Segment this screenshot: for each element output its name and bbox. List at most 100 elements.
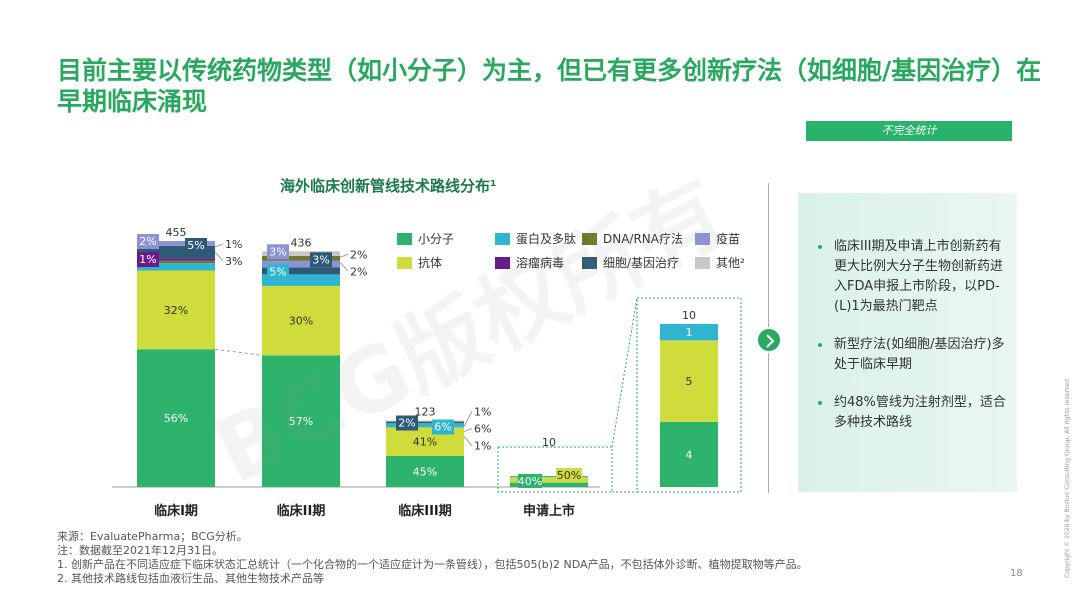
bar-segment	[510, 482, 588, 487]
data-label: 6%	[434, 420, 451, 433]
legend-label: 疫苗	[716, 232, 741, 246]
side-label: 1%	[225, 238, 242, 251]
callout-box	[137, 252, 159, 267]
callout-box	[556, 468, 582, 482]
bar-segment	[262, 274, 340, 286]
source-note: 来源：EvaluatePharma；BCG分析。	[57, 530, 248, 543]
data-label: 50%	[557, 469, 581, 482]
data-label: 5	[686, 375, 693, 388]
data-label: 4	[686, 448, 693, 461]
side-label: 6%	[474, 422, 491, 435]
callout-box	[267, 264, 289, 280]
insights-panel: 临床III期及申请上市创新药有更大比例大分子生物创新药进入FDA申报上市阶段，以…	[798, 193, 1017, 492]
total-label: 455	[166, 226, 187, 239]
legend-swatch	[397, 257, 412, 269]
legend-label: 细胞/基因治疗	[603, 256, 680, 270]
footnote-1: 1. 创新产品在不同适应症下临床状态汇总统计（一个化合物的一个适应症计为一条管线…	[57, 558, 808, 571]
callout-box	[137, 234, 159, 249]
callout-box	[518, 474, 542, 488]
copyright: Copyright © 2020 by Boston Consulting Gr…	[1064, 377, 1071, 578]
legend-swatch	[397, 233, 412, 245]
bar-segment	[386, 423, 464, 428]
bar-segment	[137, 241, 215, 246]
callout-box	[185, 238, 207, 253]
legend-swatch	[495, 233, 510, 245]
legend-swatch	[695, 233, 710, 245]
stacked-bar-chart: 临床I期 临床II期 临床III期 申请上市4554361231056%32%57%3…	[112, 226, 742, 519]
date-note: 注：数据截至2021年12月31日。	[57, 544, 223, 557]
legend-item: 其他²	[695, 255, 745, 271]
zoom-bar-segment	[660, 324, 718, 341]
insight-item: 新型疗法(如细胞/基因治疗)多处于临床早期	[818, 335, 1007, 375]
bar-segment	[137, 258, 215, 261]
legend-swatch	[582, 233, 597, 245]
leader-line	[463, 411, 473, 427]
bar-segment	[386, 455, 464, 487]
zoom-frame	[636, 297, 742, 493]
zoom-source-frame	[497, 446, 613, 493]
legend-item: 细胞/基因治疗	[582, 255, 679, 271]
category-label: 申请上市	[523, 503, 575, 519]
connector-line	[214, 348, 263, 356]
side-label: 3%	[225, 255, 242, 268]
legend-item: 蛋白及多肽	[495, 231, 576, 247]
legend-label: 其他²	[716, 256, 745, 270]
bar-segment	[262, 255, 340, 261]
zoom-bar-segment	[660, 421, 718, 487]
data-label: 3%	[269, 245, 286, 258]
legend-label: DNA/RNA疗法	[603, 232, 683, 246]
incomplete-stats-badge: 不完全统计	[806, 121, 1012, 141]
leader-line	[339, 253, 349, 258]
data-label: 40%	[518, 475, 542, 488]
bar-segment	[386, 421, 464, 422]
bar-segment	[137, 270, 215, 350]
bar-segment	[137, 349, 215, 487]
leader-line	[339, 262, 349, 272]
data-label: 5%	[269, 265, 286, 278]
bar-segment	[262, 285, 340, 356]
side-label: 1%	[474, 405, 491, 418]
legend-swatch	[582, 257, 597, 269]
footnote-2: 2. 其他技术路线包括血液衍生品、其他生物技术产品等	[57, 572, 324, 585]
footnotes: 来源：EvaluatePharma；BCG分析。 注：数据截至2021年12月3…	[57, 530, 808, 586]
legend-label: 溶瘤病毒	[516, 256, 565, 270]
side-label: 1%	[474, 439, 491, 452]
chart-title: 海外临床创新管线技术路线分布¹	[280, 177, 497, 195]
insight-item: 约48%管线为注射剂型，适合多种技术路线	[818, 393, 1007, 433]
legend-swatch	[695, 257, 710, 269]
total-label: 123	[415, 405, 436, 418]
total-label: 10	[542, 436, 556, 449]
leader-line	[463, 428, 473, 432]
data-label: 32%	[164, 304, 188, 317]
total-label: 436	[291, 236, 312, 249]
data-label: 30%	[289, 315, 313, 328]
legend-item: 抗体	[397, 255, 442, 271]
zoom-connector	[611, 297, 638, 448]
legend-label: 蛋白及多肽	[516, 232, 577, 246]
data-label: 3%	[312, 253, 329, 266]
category-label: 临床III期	[398, 503, 452, 519]
leader-line	[214, 251, 224, 262]
callout-box	[396, 415, 418, 431]
side-label: 2%	[350, 265, 367, 278]
legend-swatch	[495, 257, 510, 269]
data-label: 2%	[398, 416, 415, 429]
bar-segment	[510, 476, 588, 478]
bar-segment	[137, 260, 215, 264]
data-label: 45%	[413, 465, 437, 478]
category-label: 临床I期	[154, 503, 198, 519]
bullet-icon	[818, 343, 822, 347]
legend-item: 疫苗	[695, 231, 740, 247]
leader-line	[214, 243, 224, 248]
bullet-icon	[818, 245, 822, 249]
callout-box	[267, 244, 289, 260]
bar-segment	[262, 251, 340, 256]
data-label: 57%	[289, 415, 313, 428]
data-label: 5%	[187, 239, 204, 252]
bar-segment	[510, 477, 588, 483]
data-label: 1	[686, 326, 693, 339]
bar-segment	[386, 421, 464, 424]
legend-label: 抗体	[418, 256, 443, 270]
legend-label: 小分子	[418, 232, 455, 246]
bar-segment	[386, 420, 464, 422]
